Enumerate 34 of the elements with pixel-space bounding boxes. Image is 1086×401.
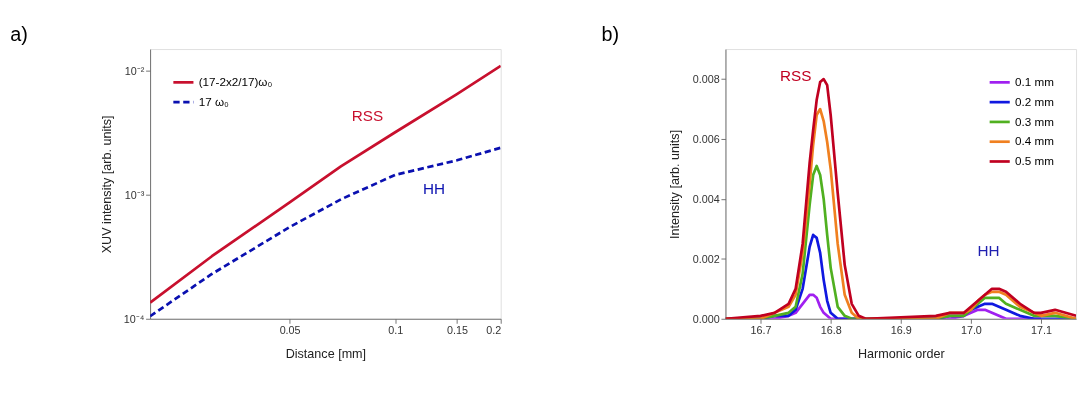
y-tick-label: 0.008 <box>692 73 720 86</box>
legend-label: (17-2x2/17)ω₀ <box>198 74 273 88</box>
y-tick-label: 10⁻² <box>124 64 145 77</box>
y-axis-title: Intensity [arb. units] <box>668 129 683 239</box>
x-axis-title: Harmonic order <box>857 346 945 361</box>
y-tick-label: 0.006 <box>692 133 720 146</box>
legend-label: 0.2 mm <box>1014 94 1054 108</box>
x-tick-label: 17.0 <box>960 323 982 336</box>
legend-label: 0.4 mm <box>1014 134 1054 148</box>
x-tick-label: 0.2 <box>486 323 502 336</box>
annotation: RSS <box>351 107 384 125</box>
y-tick-label: 0.002 <box>692 252 720 265</box>
y-tick-label: 0.000 <box>692 312 720 325</box>
x-tick-label: 16.8 <box>820 323 842 336</box>
annotation: HH <box>423 179 446 197</box>
y-tick-label: 10⁻³ <box>124 188 145 201</box>
y-tick-label: 0.004 <box>692 192 720 205</box>
legend-label: 17 ω₀ <box>198 94 230 108</box>
x-tick-label: 0.1 <box>388 323 404 336</box>
x-tick-label: 16.7 <box>750 323 772 336</box>
x-axis-title: Distance [mm] <box>285 346 367 361</box>
x-tick-label: 17.1 <box>1031 323 1052 336</box>
legend-label: 0.3 mm <box>1014 114 1054 128</box>
x-tick-label: 0.05 <box>279 323 301 336</box>
y-axis-title: XUV intensity [arb. units] <box>99 115 114 254</box>
annotation: HH <box>977 241 1000 259</box>
legend-label: 0.1 mm <box>1014 74 1054 88</box>
y-tick-label: 10⁻⁴ <box>123 312 145 325</box>
annotation: RSS <box>779 66 812 84</box>
x-tick-label: 16.9 <box>890 323 912 336</box>
legend-label: 0.5 mm <box>1014 154 1054 168</box>
chart-title: a) <box>10 23 28 46</box>
chart-title: b) <box>601 23 619 46</box>
x-tick-label: 0.15 <box>446 323 468 336</box>
